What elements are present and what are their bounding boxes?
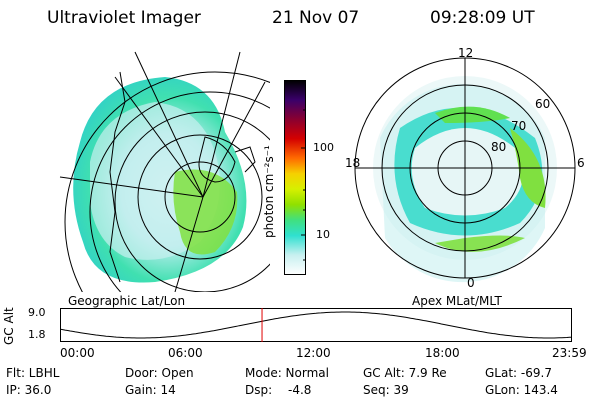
altitude-ytick-top: 9.0	[28, 306, 46, 319]
geo-latitude-circles	[64, 71, 270, 292]
color-bar	[284, 80, 306, 275]
altitude-plot	[60, 308, 572, 342]
geo-coastline-west	[109, 71, 126, 283]
info-dsp-value: -4.8	[288, 383, 312, 397]
date-label: 21 Nov 07	[272, 8, 360, 28]
geographic-map	[59, 51, 270, 292]
polar-mlt-6: 6	[577, 156, 585, 170]
polar-mlt-12: 12	[458, 46, 474, 60]
altitude-ylabel: GC Alt	[2, 307, 16, 345]
xtick-1800: 18:00	[425, 346, 460, 360]
geo-aurora-bright	[173, 169, 238, 255]
colorbar-unit-label: photon cm⁻²s⁻¹	[262, 145, 276, 238]
info-mode: Mode: Normal	[245, 366, 329, 380]
polar-mlt-0: 0	[467, 276, 475, 290]
info-ip: IP: 36.0	[6, 383, 52, 397]
polar-caption: Apex MLat/MLT	[412, 294, 502, 308]
geo-caption: Geographic Lat/Lon	[68, 294, 186, 308]
geo-meridians	[59, 51, 266, 292]
polar-lat-70: 70	[511, 119, 527, 133]
polar-lat-60: 60	[535, 97, 551, 111]
polar-mlt-lines	[355, 58, 575, 278]
xtick-2359: 23:59	[552, 346, 587, 360]
polar-plot	[354, 57, 576, 283]
altitude-plot-frame	[60, 308, 572, 342]
xtick-1200: 12:00	[296, 346, 331, 360]
info-gc-alt: GC Alt: 7.9 Re	[363, 366, 447, 380]
xtick-0000: 00:00	[60, 346, 95, 360]
info-door: Door: Open	[125, 366, 194, 380]
info-seq: Seq: 39	[363, 383, 409, 397]
color-bar-ticks	[301, 109, 306, 261]
instrument-title: Ultraviolet Imager	[47, 8, 201, 28]
colorbar-tick-10: 10	[316, 228, 330, 241]
colorbar-tick-100: 100	[313, 141, 334, 154]
xtick-0600: 06:00	[168, 346, 203, 360]
info-dsp-label: Dsp:	[245, 383, 273, 397]
info-gain: Gain: 14	[125, 383, 176, 397]
polar-mlt-18: 18	[345, 156, 361, 170]
polar-lat-80: 80	[491, 140, 507, 154]
altitude-curve	[60, 311, 572, 339]
time-label: 09:28:09 UT	[430, 8, 535, 28]
info-glon: GLon: 143.4	[485, 383, 558, 397]
geo-coastline-east	[234, 146, 256, 173]
altitude-ytick-bottom: 1.8	[28, 328, 46, 341]
info-filter: Flt: LBHL	[6, 366, 60, 380]
geo-coastline-antarctica	[198, 136, 236, 183]
info-glat: GLat: -69.7	[485, 366, 552, 380]
